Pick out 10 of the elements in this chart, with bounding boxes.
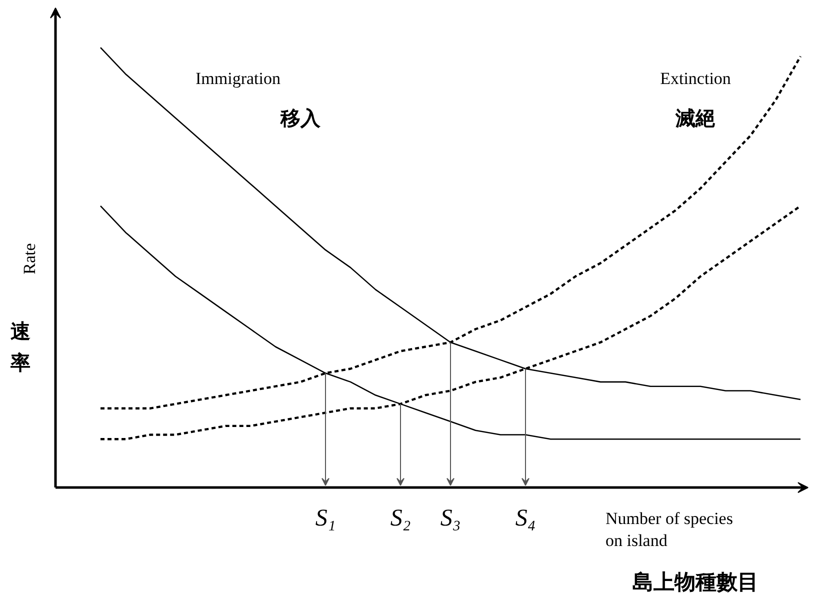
x-tick-label: S₄ (515, 505, 536, 532)
series-label: Immigration 移入 (196, 68, 322, 130)
y-axis-title: Rate (20, 243, 39, 274)
text: 島上物種數目 (632, 570, 758, 594)
x-tick-label: S₁ (315, 505, 336, 532)
x-tick-label: S₃ (440, 505, 461, 532)
x-tick-label: S₂ (390, 505, 411, 532)
x-axis-title: Number of species on island (606, 508, 733, 550)
text: 速率 (10, 319, 30, 374)
series-label: Extinction 滅絕 (660, 68, 732, 130)
